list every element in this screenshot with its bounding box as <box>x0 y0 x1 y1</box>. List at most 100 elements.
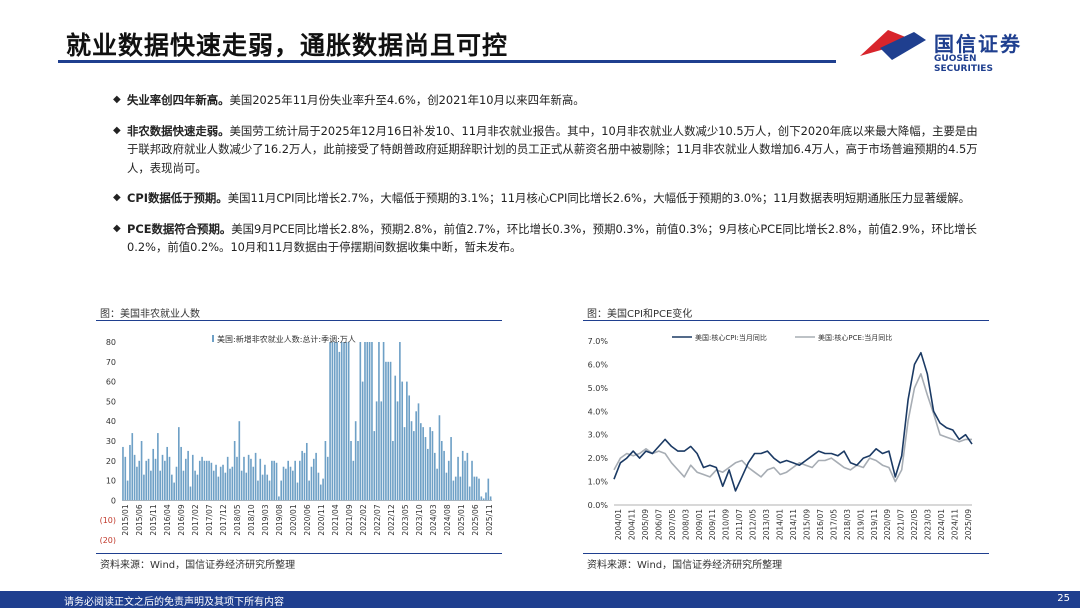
x-tick-label: 2020/01 <box>289 504 298 535</box>
y-tick-label: 2.0% <box>588 454 609 463</box>
bar <box>299 460 301 501</box>
y-tick-label: 4.0% <box>588 407 609 416</box>
bar <box>415 411 417 501</box>
bar <box>229 468 231 501</box>
x-tick-label: 2022/05 <box>910 509 919 540</box>
bar <box>133 454 136 501</box>
y-tick-label: 0 <box>111 496 116 505</box>
bar <box>238 421 241 501</box>
cpi-series-line <box>613 351 973 492</box>
x-tick-label: 2014/11 <box>789 509 798 540</box>
cpi-pce-line-chart: 7.0% 6.0% 5.0% 4.0% 3.0% 2.0% 1.0% 0.0% 2004/01 2… <box>588 333 973 540</box>
bar <box>159 470 162 501</box>
guosen-logo-icon <box>860 30 926 60</box>
x-tick-label: 2020/09 <box>883 509 892 540</box>
bullet-heading: 失业率创四年新高。 <box>127 93 230 107</box>
bar <box>319 484 322 501</box>
diamond-icon: ◆ <box>113 94 121 105</box>
x-tick-label: 2014/01 <box>776 509 785 540</box>
x-tick-label: 2015/09 <box>802 509 811 540</box>
y-tick-label: 7.0% <box>588 337 609 346</box>
bar <box>473 476 476 501</box>
bar <box>191 454 194 501</box>
left-chart-source: 资料来源：Wind，国信证券经济研究所整理 <box>100 560 296 571</box>
bar <box>171 474 173 501</box>
x-tick-label: 2024/03 <box>429 504 438 535</box>
bar <box>287 460 289 501</box>
bar <box>250 458 252 501</box>
logo-text-cn: 国信证券 <box>934 32 1022 56</box>
y-tick-label: (20) <box>100 536 116 544</box>
y-tick-label: 40 <box>106 417 116 426</box>
left-source-rule <box>96 553 502 554</box>
y-tick-label: 1.0% <box>588 478 609 487</box>
bar <box>340 342 343 501</box>
bar <box>154 458 157 501</box>
bar <box>475 476 478 501</box>
legend-label-pce: 美国:核心PCE:当月同比 <box>818 333 892 342</box>
bar <box>261 474 264 501</box>
x-tick-label: 2016/07 <box>816 509 825 540</box>
bullet-heading: PCE数据符合预期。 <box>127 221 232 236</box>
x-tick-label: 2011/07 <box>735 509 744 540</box>
x-tick-label: 2023/03 <box>924 509 933 540</box>
x-tick-label: 2009/01 <box>695 509 704 540</box>
x-tick-label: 2018/03 <box>843 509 852 540</box>
bullet-item: ◆ PCE数据符合预期。美国9月PCE同比增长2.8%，预期2.8%，前值2.7%… <box>113 220 983 257</box>
x-tick-label: 2015/06 <box>135 504 144 535</box>
x-tick-label: 2015/11 <box>149 504 158 535</box>
bar <box>201 456 203 501</box>
bar <box>389 361 392 501</box>
bar <box>489 496 492 501</box>
bar <box>224 472 227 501</box>
bar <box>205 460 208 501</box>
bullet-heading: 非农数据快速走弱。 <box>127 123 230 138</box>
bar <box>478 478 480 501</box>
bar <box>436 468 438 501</box>
bar <box>357 441 359 501</box>
bar <box>184 458 187 501</box>
bar <box>310 466 313 501</box>
bar <box>303 452 306 501</box>
bar <box>189 486 192 501</box>
bar <box>343 342 345 501</box>
bar <box>259 458 262 501</box>
bar <box>426 448 429 501</box>
bar <box>406 381 408 501</box>
bar <box>233 441 236 501</box>
bar <box>401 381 404 501</box>
bar <box>482 498 485 501</box>
bar <box>408 395 411 501</box>
x-tick-label: 2004/01 <box>614 509 623 540</box>
bar <box>336 342 338 501</box>
bar <box>382 342 385 501</box>
payrolls-bar-chart: 80 70 60 50 40 30 20 10 0 (10) (20) 2015/01 2015/06 2… <box>100 334 494 544</box>
bullet-item: ◆ CPI数据低于预期。美国11月CPI同比增长2.7%，大幅低于预期的3.1%；… <box>113 189 983 208</box>
x-tick-label: 2007/05 <box>668 509 677 540</box>
bar <box>268 480 271 501</box>
bar <box>424 437 427 501</box>
bar <box>352 460 355 501</box>
x-tick-label: 2021/04 <box>331 504 340 535</box>
bullet-text: 美国9月PCE同比增长2.8%，预期2.8%，前值2.7%，环比增长0.3%，预… <box>127 221 977 255</box>
x-tick-label: 2021/07 <box>897 509 906 540</box>
bar <box>410 421 413 501</box>
bar <box>445 472 448 501</box>
bullet-text: 美国2025年11月份失业率升至4.6%，创2021年10月以来四年新高。 <box>229 93 585 107</box>
legend-label-cpi: 美国:核心CPI:当月同比 <box>695 333 767 342</box>
y-tick-label: 70 <box>106 358 116 367</box>
bar <box>326 456 329 501</box>
x-tick-label: 2016/04 <box>163 504 172 535</box>
bar <box>301 450 303 501</box>
bar <box>485 492 487 501</box>
bar <box>375 401 378 501</box>
x-tick-label: 2025/06 <box>471 504 480 535</box>
bar <box>422 427 424 501</box>
bar <box>466 452 469 501</box>
y-tick-label: 5.0% <box>588 384 609 393</box>
bar <box>264 464 266 501</box>
bar <box>312 458 315 501</box>
bar <box>403 427 406 501</box>
bar <box>243 456 245 501</box>
y-tick-label: 20 <box>106 457 116 466</box>
